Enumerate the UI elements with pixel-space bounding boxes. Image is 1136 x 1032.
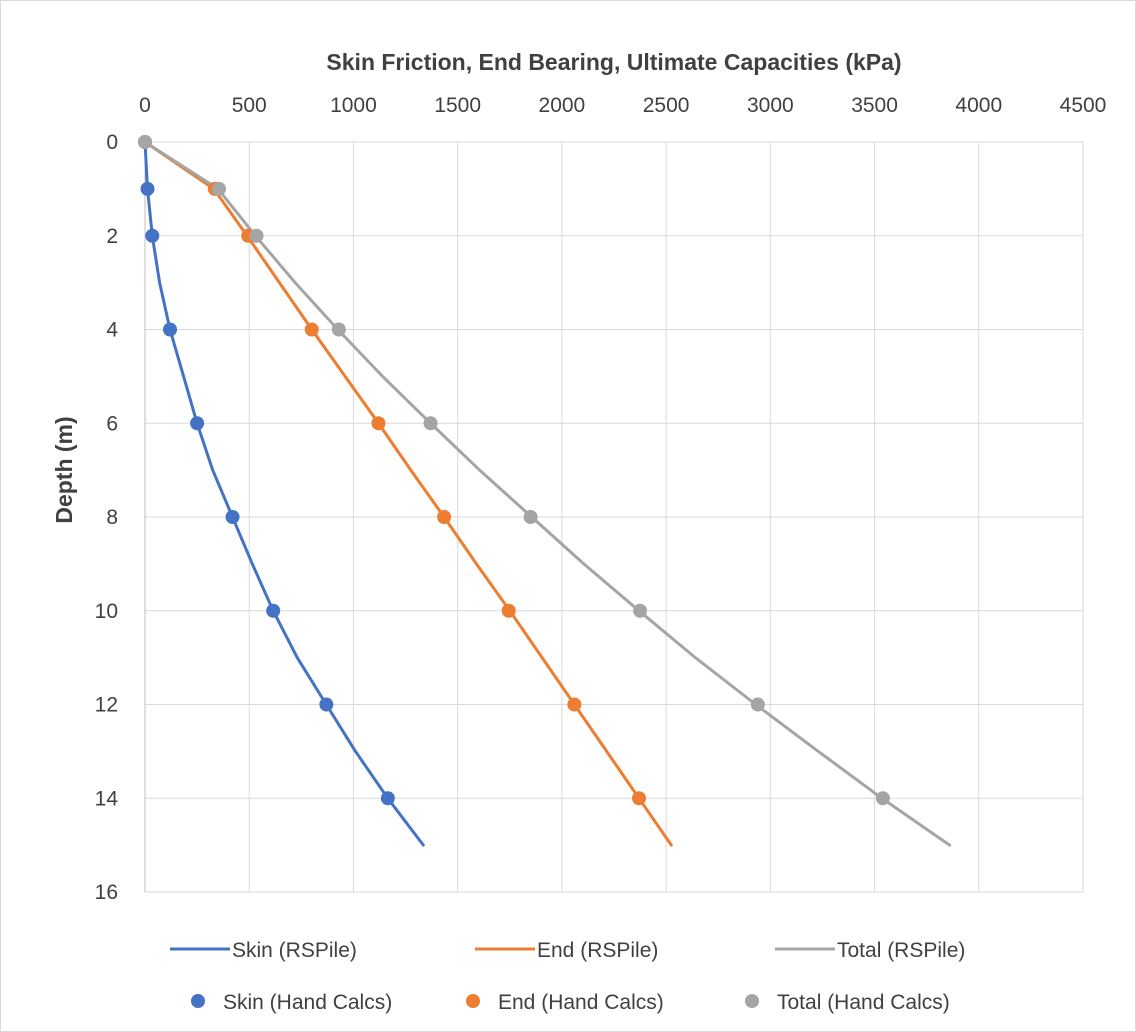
x-tick-label: 4500	[1060, 94, 1107, 117]
y-tick-label: 0	[106, 131, 118, 154]
data-point-3	[319, 697, 334, 712]
data-point-5	[633, 603, 648, 618]
legend-label: Skin (Hand Calcs)	[223, 991, 392, 1014]
legend-label: End (RSPile)	[537, 939, 658, 962]
data-point-4	[437, 510, 452, 524]
legend-label: Skin (RSPile)	[232, 939, 357, 962]
data-point-4	[567, 697, 582, 712]
legend-marker-swatch	[466, 994, 480, 1008]
y-tick-label: 2	[106, 225, 118, 248]
data-point-4	[304, 322, 319, 337]
x-tick-label: 3500	[851, 94, 898, 117]
y-tick-label: 8	[106, 506, 118, 529]
data-point-4	[632, 791, 647, 806]
data-point-4	[501, 603, 516, 618]
x-tick-label: 2000	[539, 94, 586, 117]
data-point-5	[875, 791, 890, 806]
x-tick-label: 500	[232, 94, 267, 117]
y-tick-label: 14	[95, 787, 119, 810]
x-axis-title: Skin Friction, End Bearing, Ultimate Cap…	[326, 49, 901, 75]
legend-label: End (Hand Calcs)	[498, 991, 664, 1014]
series-line-0	[143, 140, 425, 847]
data-point-3	[190, 416, 205, 431]
legend-label: Total (RSPile)	[837, 939, 965, 962]
legend-label: Total (Hand Calcs)	[777, 991, 950, 1014]
data-point-5	[331, 322, 346, 337]
y-tick-label: 16	[95, 881, 118, 904]
tick-labels: 0 500 1000 1500 2000 2500 3000 3500 4000 4500 0 2 4 6…	[95, 94, 1107, 904]
legend: Skin (RSPile) End (RSPile) Total (RSPile) S…	[170, 939, 965, 1014]
gridlines	[144, 141, 1084, 893]
x-tick-label: 0	[139, 94, 151, 117]
x-tick-label: 4000	[955, 94, 1002, 117]
data-point-4	[371, 416, 386, 431]
series-line-2	[143, 140, 952, 847]
series-lines	[143, 140, 952, 847]
data-point-3	[145, 228, 160, 243]
series-line-1	[143, 140, 673, 847]
y-tick-label: 12	[95, 694, 118, 717]
y-axis-title: Depth (m)	[51, 416, 77, 523]
data-point-5	[211, 181, 226, 196]
x-tick-label: 1000	[330, 94, 377, 117]
x-tick-label: 2500	[643, 94, 690, 117]
y-tick-label: 4	[106, 319, 118, 342]
data-point-5	[423, 416, 438, 431]
data-point-5	[138, 135, 152, 149]
data-point-5	[523, 510, 538, 524]
data-point-5	[750, 697, 765, 712]
data-point-5	[249, 228, 264, 243]
x-tick-label: 1500	[434, 94, 481, 117]
x-tick-label: 3000	[747, 94, 794, 117]
data-point-3	[225, 510, 240, 524]
series-markers	[138, 135, 890, 806]
legend-marker-swatch	[745, 994, 759, 1008]
y-tick-label: 10	[95, 600, 118, 623]
data-point-3	[140, 181, 155, 196]
data-point-3	[266, 603, 281, 618]
data-point-3	[380, 791, 395, 806]
data-point-3	[163, 322, 178, 337]
legend-marker-swatch	[191, 994, 205, 1008]
y-tick-label: 6	[106, 412, 118, 435]
